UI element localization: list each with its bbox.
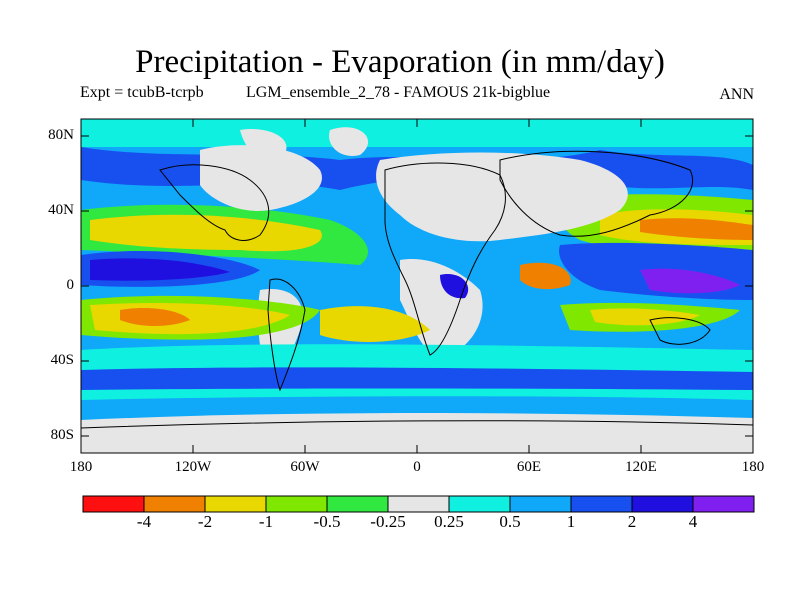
lat-label-40n: 40N bbox=[48, 202, 74, 218]
lon-label-180e: 180 bbox=[741, 459, 765, 475]
lon-label-120w: 120W bbox=[174, 459, 212, 475]
colorbar-label: 4 bbox=[688, 512, 698, 531]
lon-label-60w: 60W bbox=[290, 459, 320, 475]
colorbar-swatch bbox=[631, 495, 694, 513]
colorbar bbox=[82, 495, 755, 513]
lon-label-0: 0 bbox=[413, 459, 421, 475]
lon-label-60e: 60E bbox=[516, 459, 542, 475]
colorbar-label: 0.5 bbox=[499, 512, 521, 531]
colorbar-label: -2 bbox=[197, 512, 213, 531]
colorbar-label: 0.25 bbox=[434, 512, 464, 531]
colorbar-swatch bbox=[204, 495, 267, 513]
colorbar-swatch bbox=[265, 495, 328, 513]
colorbar-swatch bbox=[448, 495, 511, 513]
map-title: Precipitation - Evaporation (in mm/day) bbox=[135, 44, 665, 80]
lat-label-80s: 80S bbox=[50, 427, 74, 443]
model-label: LGM_ensemble_2_78 - FAMOUS 21k-bigblue bbox=[246, 84, 551, 101]
lon-label-120e: 120E bbox=[625, 459, 657, 475]
lat-label-80n: 80N bbox=[48, 127, 74, 143]
lat-label-0: 0 bbox=[66, 277, 75, 293]
colorbar-label: -0.25 bbox=[370, 512, 406, 531]
colorbar-swatch bbox=[326, 495, 389, 513]
colorbar-label: -0.5 bbox=[313, 512, 341, 531]
lat-label-40s: 40S bbox=[50, 352, 74, 368]
field-layer bbox=[81, 119, 753, 453]
colorbar-swatch bbox=[82, 495, 145, 513]
colorbar-swatch bbox=[143, 495, 206, 513]
lon-label-180w: 180 bbox=[69, 459, 93, 475]
colorbar-label: 2 bbox=[627, 512, 637, 531]
colorbar-swatch bbox=[509, 495, 572, 513]
colorbar-swatch bbox=[387, 495, 450, 513]
colorbar-swatch bbox=[570, 495, 633, 513]
colorbar-swatch bbox=[692, 495, 755, 513]
map-ticks bbox=[81, 119, 753, 453]
season-label: ANN bbox=[719, 86, 754, 103]
colorbar-label: -1 bbox=[258, 512, 274, 531]
colorbar-label: 1 bbox=[566, 512, 576, 531]
colorbar-label: -4 bbox=[136, 512, 152, 531]
experiment-label: Expt = tcubB-tcrpb bbox=[80, 84, 204, 101]
